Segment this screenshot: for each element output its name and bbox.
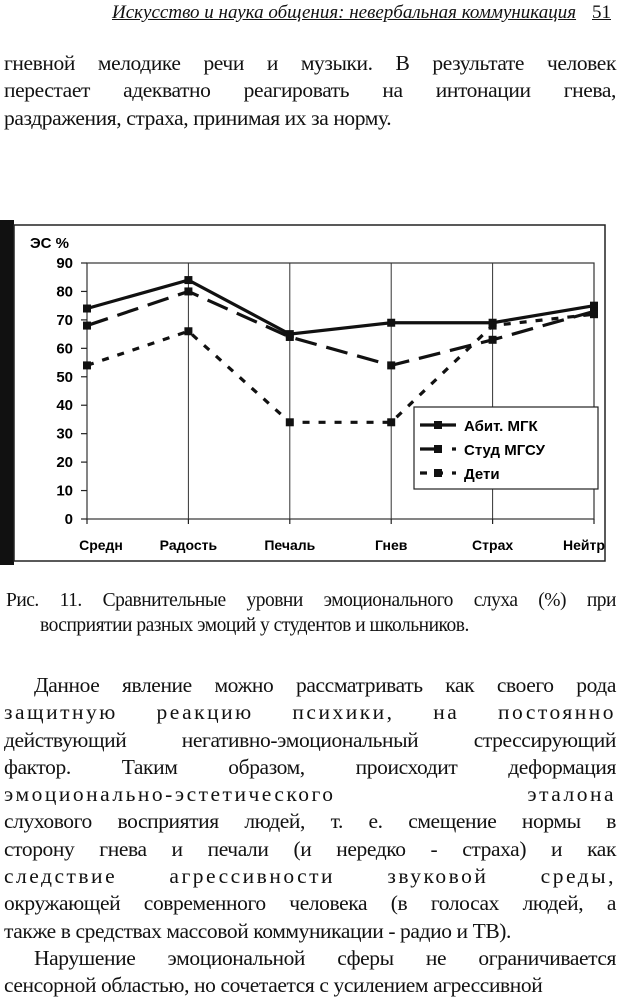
y-tick-label: 40 [56,397,73,414]
series-line [86,278,595,336]
running-title: Искусство и наука общения: невербальная … [112,2,577,23]
data-marker [285,418,294,427]
text-line: также в средствах массовой коммуникации … [4,918,512,943]
text-line: слухового восприятия людей, т. е. смещен… [4,809,616,834]
scan-edge [0,220,14,565]
data-marker [488,335,497,344]
text-line: раздражения, страха, принимая их за норм… [4,105,392,130]
data-marker [83,361,91,370]
caption-line: Рис. 11. Сравнительные уровни эмоциональ… [6,590,617,611]
data-marker [184,287,193,296]
text-line: фактор. Таким образом, происходит деформ… [4,754,616,779]
y-axis-label: ЭС % [30,235,69,252]
data-marker [387,418,396,427]
data-marker [488,321,497,330]
series-line [86,289,595,368]
y-tick-label: 10 [56,483,73,500]
y-tick-label: 50 [56,369,73,386]
series-line [86,312,595,424]
text-line: гневной мелодике речи и музыки. В резуль… [4,51,616,75]
text-line: защитную реакцию психики, на постоянно [4,700,616,725]
text-line: действующий негативно-эмоциональный стре… [4,727,616,752]
text-line: окружающей современного человека (в голо… [4,891,616,916]
x-tick-label: Гнев [375,537,408,553]
data-marker [387,361,396,370]
paragraph-3: Нарушение эмоциональной сферы не огранич… [4,945,616,1000]
figure-chart: ЭС % 0 10 20 30 40 50 60 70 80 90 Средн Радость Печа… [0,218,620,578]
caption-line: восприятии разных эмоций у студентов и ш… [40,615,469,636]
text-line: сенсорной областью, но сочетается с усил… [4,973,543,998]
text-line: Данное явление можно рассматривать как с… [34,673,616,697]
y-tick-label: 70 [56,312,73,329]
text-line: Нарушение эмоциональной сферы не огранич… [34,946,616,970]
data-marker [83,304,91,313]
legend-marker [434,421,442,429]
x-tick-label: Нейтр [563,537,605,553]
plot-area: 0 10 20 30 40 50 60 70 80 90 Средн Радость Печаль Гне… [56,255,605,553]
text-line: следствие агрессивности звуковой среды, [4,864,616,889]
x-tick-label: Радость [160,537,218,553]
text-line: перестает адекватно реагировать на интон… [4,78,616,103]
y-tick-label: 20 [56,454,73,471]
y-tick-label: 80 [56,283,73,300]
data-marker [285,332,294,341]
x-tick-label: Печаль [264,537,315,553]
legend-marker [434,445,442,453]
data-marker [387,318,396,327]
y-tick-label: 30 [56,426,73,443]
data-marker [590,310,598,319]
x-tick-label: Страх [472,537,513,553]
y-tick-label: 90 [56,255,73,272]
legend-label: Дети [464,466,500,483]
x-tick-label: Средн [79,537,123,553]
legend-marker [434,469,442,477]
legend-box [413,406,599,490]
paragraph-1: гневной мелодике речи и музыки. В резуль… [4,50,616,132]
text-line: эмоционально-эстетического эталона [4,782,616,807]
text-line: сторону гнева и печали (и нередко - стра… [4,836,616,861]
page-number: 51 [592,2,611,23]
legend-label: Абит. МГК [464,418,538,435]
y-tick-label: 60 [56,340,73,357]
data-marker [184,327,193,336]
data-marker [590,301,598,310]
y-tick-label: 0 [65,511,73,528]
figure-caption: Рис. 11. Сравнительные уровни эмоциональ… [6,588,617,638]
chart-frame [13,224,606,562]
plot-border [86,262,595,520]
line-chart: ЭС % 0 10 20 30 40 50 60 70 80 90 Средн Радость Печа… [0,220,606,565]
data-marker [83,321,91,330]
paragraph-2: Данное явление можно рассматривать как с… [4,672,616,945]
legend-label: Студ МГСУ [464,442,546,459]
data-marker [184,276,193,285]
